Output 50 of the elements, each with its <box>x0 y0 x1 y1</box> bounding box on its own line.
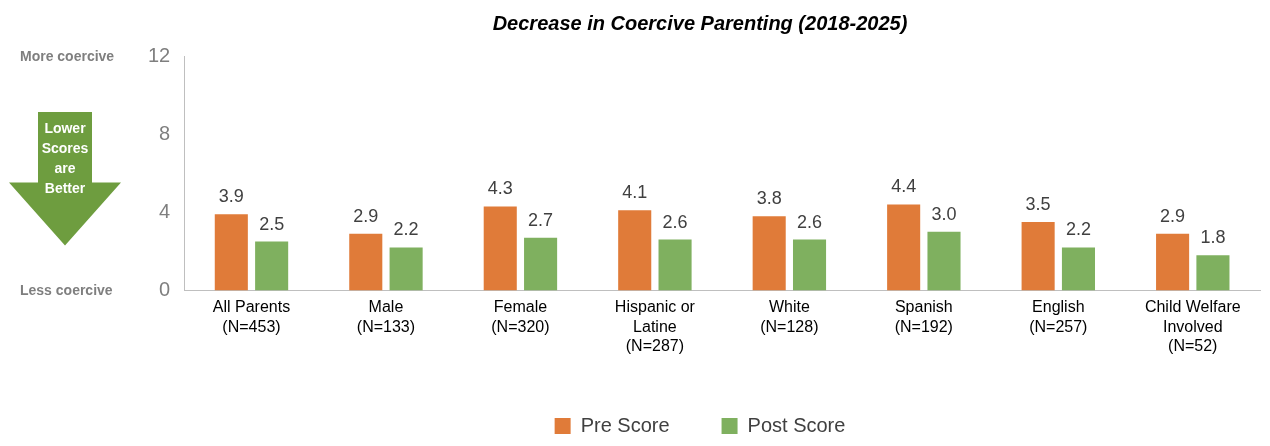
text: More coercive <box>20 48 115 64</box>
bar <box>349 233 383 291</box>
data-label: 4.1 <box>622 182 648 203</box>
data-label: 2.6 <box>797 211 823 232</box>
data-label: 2.2 <box>393 219 419 240</box>
text: Less coercive <box>20 282 113 299</box>
data-label: 2.2 <box>1065 219 1091 240</box>
bar <box>483 206 517 291</box>
y-tick-label: 0 <box>159 277 171 300</box>
text: Lower Scores are Better <box>40 119 90 199</box>
bar <box>1156 233 1190 291</box>
data-label: 1.8 <box>1200 227 1226 248</box>
bar <box>1061 247 1096 291</box>
data-label: 2.5 <box>259 213 285 234</box>
data-label: 3.8 <box>756 188 782 209</box>
data-label: 2.6 <box>662 211 688 232</box>
bar <box>389 247 423 291</box>
bar <box>214 214 248 291</box>
bar <box>1196 255 1230 291</box>
bar <box>255 241 289 291</box>
x-tick-label: Female (N=320) <box>491 298 550 335</box>
legend-label: Pre Score <box>580 413 670 436</box>
y-tick-label: 8 <box>159 121 171 144</box>
data-label: 2.7 <box>528 209 554 230</box>
y-tick-label: 4 <box>159 199 171 222</box>
x-tick-label: Spanish (N=192) <box>894 298 953 335</box>
bar <box>1021 222 1055 291</box>
data-label: 3.9 <box>218 186 244 207</box>
x-tick-label: White (N=128) <box>760 298 819 335</box>
x-tick-label: Male (N=133) <box>356 298 416 335</box>
bar <box>752 216 786 291</box>
data-label: 2.9 <box>353 205 379 226</box>
data-label: 4.4 <box>891 176 917 197</box>
bar <box>887 204 921 291</box>
x-tick-label: Hispanic or Latine (N=287) <box>614 298 696 354</box>
bar <box>927 231 961 291</box>
y-tick-label: 12 <box>148 43 171 66</box>
data-label: 4.3 <box>487 178 513 199</box>
x-tick-label: English (N=257) <box>1029 298 1088 335</box>
bar <box>792 239 827 291</box>
chart-title: Decrease in Coercive Parenting (2018-2025) <box>492 11 908 34</box>
x-tick-label: All Parents (N=453) <box>212 298 291 335</box>
bar <box>658 239 692 291</box>
bar <box>524 237 558 291</box>
bar <box>618 210 652 291</box>
legend-label: Post Score <box>747 413 846 436</box>
x-tick-label: Child Welfare Involved (N=52) <box>1144 298 1241 354</box>
data-label: 2.9 <box>1160 205 1186 226</box>
data-label: 3.5 <box>1025 194 1051 214</box>
data-label: 3.0 <box>931 203 957 224</box>
